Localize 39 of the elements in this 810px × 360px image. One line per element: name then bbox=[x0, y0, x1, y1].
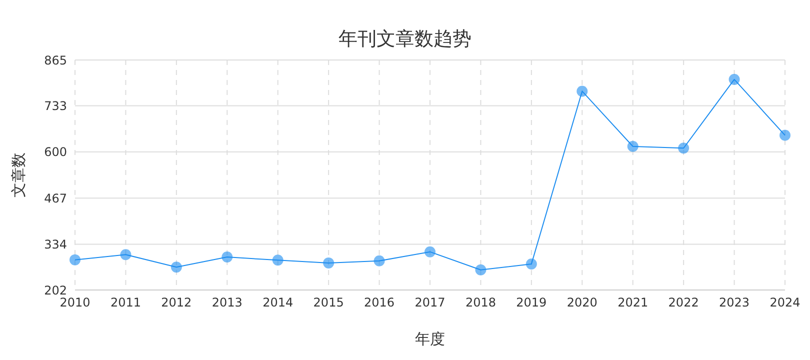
point bbox=[728, 74, 740, 85]
x-tick-label: 2013 bbox=[212, 296, 242, 310]
x-tick-label: 2010 bbox=[60, 296, 90, 310]
y-tick-label: 600 bbox=[44, 145, 67, 160]
x-tick-label: 2016 bbox=[364, 296, 395, 310]
point bbox=[576, 86, 588, 97]
point bbox=[70, 254, 80, 266]
chart-title: 年刊文章数趋势 bbox=[338, 27, 472, 52]
point bbox=[678, 142, 690, 154]
x-tick-label: 2019 bbox=[516, 296, 547, 310]
x-tick-label: 2015 bbox=[313, 296, 344, 310]
point bbox=[170, 262, 182, 273]
x-tick-label: 2017 bbox=[414, 296, 446, 310]
x-tick-label: 2024 bbox=[770, 296, 800, 310]
x-tick-label: 2020 bbox=[566, 296, 598, 310]
point bbox=[222, 252, 233, 263]
point bbox=[272, 254, 284, 266]
point bbox=[780, 130, 790, 141]
y-axis-title: 文章数 bbox=[9, 152, 28, 198]
x-tick-label: 2021 bbox=[618, 296, 648, 310]
y-tick-label: 865 bbox=[44, 53, 67, 68]
point bbox=[475, 264, 486, 276]
x-tick-label: 2023 bbox=[719, 296, 750, 310]
x-tick-label: 2018 bbox=[465, 296, 496, 310]
x-tick-label: 2014 bbox=[262, 296, 294, 310]
y-tick-label: 467 bbox=[44, 191, 67, 206]
y-tick-label: 202 bbox=[44, 283, 67, 298]
x-axis-title: 年度 bbox=[415, 330, 445, 348]
y-tick-label: 334 bbox=[44, 237, 67, 252]
x-tick-label: 2022 bbox=[668, 296, 699, 310]
point bbox=[424, 246, 436, 258]
point bbox=[120, 249, 132, 260]
x-tick-label: 2011 bbox=[110, 296, 141, 310]
y-tick-label: 733 bbox=[44, 99, 67, 114]
x-tick-label: 2012 bbox=[161, 296, 192, 310]
point bbox=[627, 140, 638, 152]
point bbox=[323, 257, 334, 268]
point bbox=[526, 258, 537, 270]
point bbox=[374, 255, 385, 266]
